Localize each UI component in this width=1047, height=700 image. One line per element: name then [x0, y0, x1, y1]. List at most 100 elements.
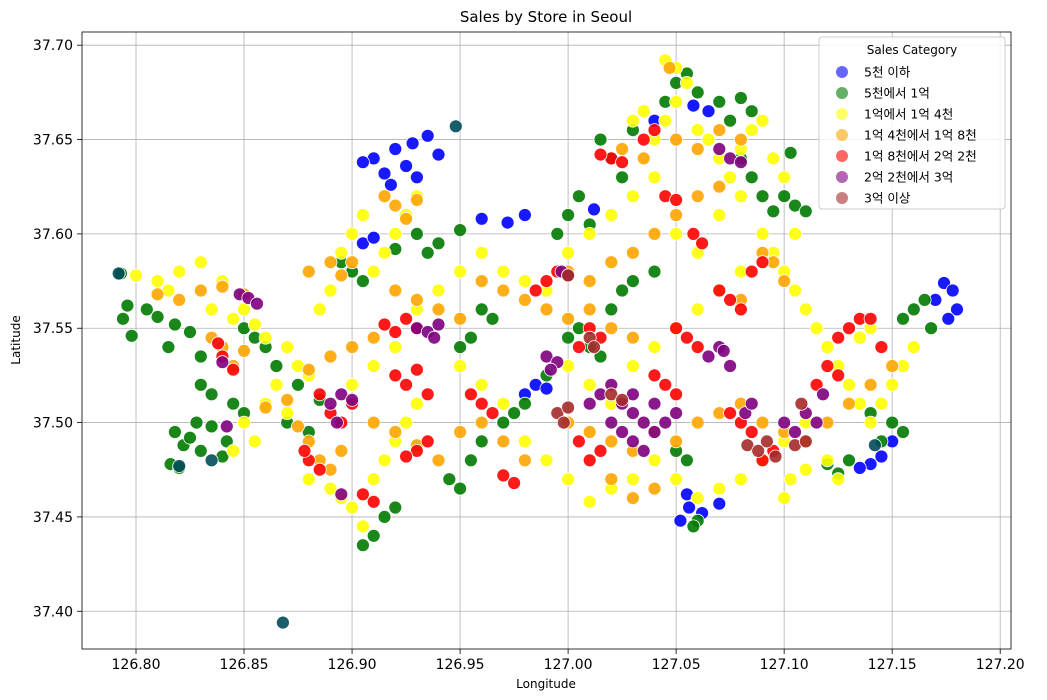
x-tick-label: 126.90 [328, 657, 377, 673]
data-point [250, 296, 264, 311]
data-point [582, 453, 597, 468]
plot-frame [81, 31, 1012, 650]
data-point [193, 443, 208, 458]
data-point [431, 283, 446, 298]
data-point [669, 434, 683, 449]
data-point [593, 147, 608, 162]
data-point [626, 189, 640, 204]
data-point [116, 311, 130, 326]
data-point [723, 292, 737, 307]
data-point [723, 113, 737, 128]
x-tick-label: 127.05 [652, 657, 701, 673]
data-point [366, 330, 381, 345]
data-point [345, 340, 360, 355]
legend-marker [836, 192, 848, 204]
data-point [312, 302, 327, 317]
data-point [496, 396, 511, 411]
data-point [518, 453, 532, 468]
data-point [582, 377, 597, 392]
data-point [690, 491, 705, 506]
data-point [626, 113, 640, 128]
data-point [355, 538, 370, 553]
data-point [431, 453, 446, 468]
data-point [409, 170, 424, 185]
data-point [539, 453, 554, 468]
data-point [794, 396, 809, 411]
data-point [120, 298, 135, 313]
x-tick-label: 126.80 [112, 657, 161, 673]
data-point [507, 406, 521, 421]
legend-entry: 1억 4천에서 1억 8천 [836, 128, 977, 143]
data-point [842, 453, 856, 468]
data-point [572, 340, 586, 355]
data-point [798, 204, 813, 219]
data-point [937, 276, 951, 290]
data-point [377, 245, 392, 260]
data-point [355, 274, 370, 289]
data-point [420, 128, 435, 143]
data-point [269, 377, 284, 392]
data-point [760, 434, 774, 449]
data-point [744, 170, 759, 185]
data-point [388, 325, 403, 339]
data-point [561, 208, 575, 222]
data-point [312, 387, 327, 402]
data-point [658, 113, 673, 128]
data-point [448, 119, 463, 134]
data-point [615, 425, 629, 439]
data-point [669, 472, 683, 487]
data-point [399, 377, 414, 392]
legend-marker [836, 171, 848, 183]
data-point [474, 211, 489, 226]
data-point [820, 453, 835, 468]
data-point [420, 245, 435, 260]
data-point [366, 415, 381, 430]
data-point [377, 317, 392, 332]
data-point [874, 340, 889, 355]
data-point [442, 472, 457, 487]
data-point [680, 453, 694, 468]
data-point [777, 170, 792, 185]
data-point [647, 123, 662, 138]
data-point [388, 142, 403, 156]
data-point [647, 425, 662, 439]
data-point [453, 359, 468, 373]
data-point [941, 311, 956, 326]
data-point [124, 328, 139, 343]
data-point [345, 226, 360, 241]
data-point [626, 406, 640, 421]
data-point [388, 425, 403, 439]
data-point [550, 406, 565, 421]
data-point [885, 415, 900, 430]
x-tick-label: 127.20 [976, 657, 1025, 673]
data-point [615, 392, 629, 407]
legend-title: Sales Category [867, 43, 958, 57]
data-point [193, 377, 208, 392]
data-point [409, 396, 424, 411]
data-point [463, 330, 478, 345]
legend-marker [836, 129, 848, 141]
data-point [690, 142, 705, 156]
data-point [783, 145, 798, 160]
data-point [172, 292, 187, 307]
data-point [388, 283, 403, 298]
legend: Sales Category 5천 이하 5천에서 1억 1억에서 1억 4천 1억 … [818, 36, 1006, 210]
data-point [366, 264, 381, 279]
data-point [399, 415, 414, 430]
data-point [582, 274, 597, 289]
data-point [669, 208, 683, 222]
data-point [485, 406, 500, 421]
data-point [496, 264, 511, 279]
data-point [561, 472, 575, 487]
data-point [399, 211, 414, 226]
data-point [842, 377, 856, 392]
data-point [809, 321, 824, 336]
legend-marker [836, 66, 848, 78]
data-point [680, 76, 694, 90]
data-point [755, 255, 770, 270]
data-point [323, 349, 338, 364]
data-point [716, 343, 731, 358]
data-point [301, 264, 316, 279]
data-point [701, 349, 716, 364]
data-point [636, 415, 651, 430]
